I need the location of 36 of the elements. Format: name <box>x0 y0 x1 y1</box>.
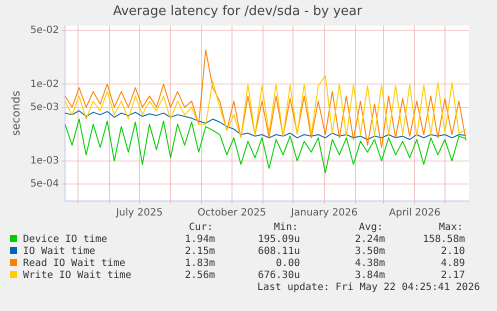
text: Avg: <box>358 222 383 234</box>
text: 195.09u <box>258 234 300 246</box>
x-tick-label: July 2025 <box>115 208 163 219</box>
y-tick-label: 1e-03 <box>30 155 60 166</box>
text: 4.89 <box>440 258 465 270</box>
x-tick-label: October 2025 <box>198 208 266 219</box>
y-axis-title: seconds <box>9 90 22 136</box>
text: 2.56m <box>184 270 215 282</box>
text: 3.84m <box>354 270 385 282</box>
text: Min: <box>274 222 298 234</box>
text: 2.17 <box>440 270 465 282</box>
chart-title: Average latency for /dev/sda - by year <box>112 4 363 20</box>
y-tick-label: 5e-02 <box>30 25 60 36</box>
y-tick-label: 5e-03 <box>30 102 60 113</box>
text: 676.30u <box>258 270 300 282</box>
text: 1.94m <box>184 234 215 246</box>
legend-label: Write IO Wait time <box>22 270 132 282</box>
x-tick-label: April 2026 <box>388 208 440 219</box>
text: 2.15m <box>184 246 215 258</box>
text: 4.38m <box>354 258 385 270</box>
text: 2.10 <box>440 246 465 258</box>
text: Last update: Fri May 22 04:25:41 2026 <box>257 282 480 294</box>
text: 3.50m <box>354 246 385 258</box>
text: 1.83m <box>184 258 215 270</box>
text: 608.11u <box>258 246 300 258</box>
legend-label: Read IO Wait time <box>22 258 126 270</box>
x-tick-label: January 2026 <box>290 208 358 219</box>
text: Max: <box>438 222 463 234</box>
text: 158.58m <box>422 234 465 246</box>
text: Cur: <box>188 222 213 234</box>
y-tick-label: 5e-04 <box>30 178 60 190</box>
y-tick-label: 1e-02 <box>30 78 60 90</box>
legend-label: IO Wait time <box>22 246 96 258</box>
text: 0.00 <box>276 258 300 270</box>
legend-label: Device IO time <box>22 234 108 246</box>
text: 2.24m <box>354 234 385 246</box>
